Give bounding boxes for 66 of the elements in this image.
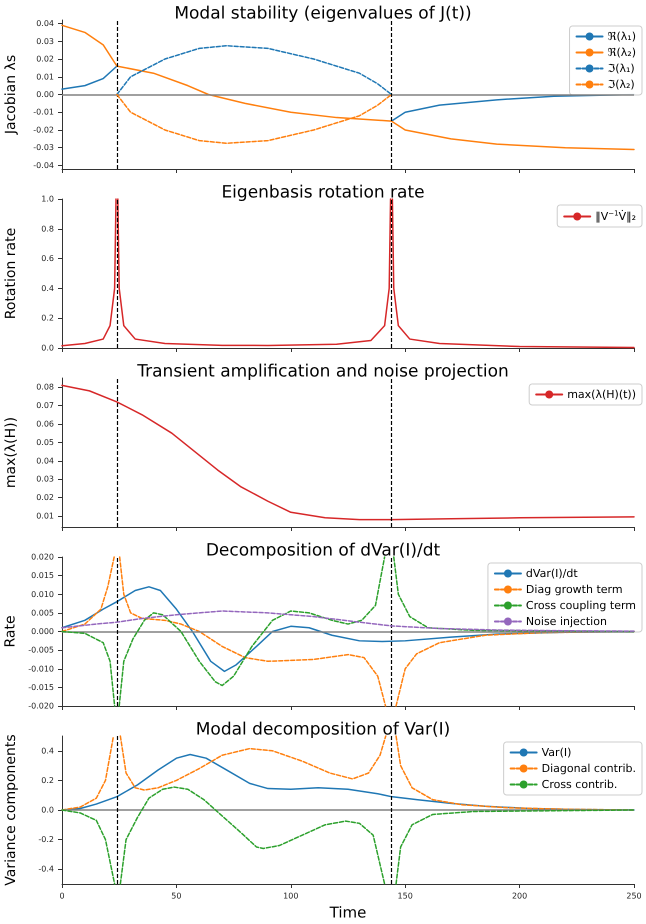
y-axis-title: Rotation rate bbox=[3, 228, 19, 320]
legend-label: max(λ(H)(t)) bbox=[567, 388, 636, 401]
x-tick-label: 250 bbox=[626, 892, 642, 900]
legend-label: ℜ(λ₂) bbox=[608, 46, 636, 59]
x-axis-title: Time bbox=[328, 903, 366, 922]
y-tick-label: -0.020 bbox=[28, 702, 54, 710]
chart-title: Decomposition of dVar(I)/dt bbox=[206, 540, 441, 560]
y-axis-title: max(λ(H)) bbox=[3, 416, 19, 488]
y-tick-label: 0.8 bbox=[41, 224, 54, 234]
x-tick-label: 200 bbox=[512, 892, 528, 900]
y-tick-label: 0.02 bbox=[36, 493, 54, 502]
legend-label: Diag growth term bbox=[526, 583, 623, 596]
y-tick-label: 1.0 bbox=[41, 194, 54, 204]
x-tick-label: 100 bbox=[283, 892, 298, 900]
y-tick-label: -0.4 bbox=[38, 864, 54, 874]
y-tick-label: 0.01 bbox=[36, 72, 54, 82]
legend-label: Cross coupling term bbox=[526, 599, 636, 612]
y-axis-title: Rate bbox=[2, 615, 18, 648]
y-tick-label: 0.00 bbox=[36, 90, 54, 99]
y-tick-label: 0.06 bbox=[36, 419, 54, 428]
y-tick-label: -0.01 bbox=[33, 108, 54, 117]
chart-title: Modal decomposition of Var(I) bbox=[196, 720, 450, 740]
y-tick-label: 0.0 bbox=[41, 344, 54, 352]
chart-title: Transient amplification and noise projection bbox=[136, 362, 509, 382]
y-tick-label: 0.2 bbox=[41, 776, 54, 785]
y-tick-label: 0.04 bbox=[36, 19, 54, 28]
y-tick-label: 0.6 bbox=[41, 254, 54, 264]
y-tick-label: 0.08 bbox=[36, 382, 54, 392]
y-tick-label: 0.04 bbox=[36, 456, 54, 466]
y-tick-label: 0.02 bbox=[36, 54, 54, 64]
y-tick-label: -0.03 bbox=[33, 143, 54, 152]
x-tick-label: 150 bbox=[398, 892, 413, 900]
y-tick-label: -0.2 bbox=[38, 835, 54, 844]
y-tick-label: -0.015 bbox=[28, 682, 54, 692]
legend-label: ℜ(λ₁) bbox=[608, 30, 636, 43]
y-tick-label: 0.015 bbox=[31, 571, 54, 580]
legend-label: dVar(I)/dt bbox=[526, 567, 578, 580]
y-axis-title: Variance components bbox=[3, 734, 19, 886]
x-tick-label: 0 bbox=[59, 892, 65, 900]
y-tick-label: 0.005 bbox=[31, 608, 54, 618]
y-tick-label: 0.010 bbox=[31, 590, 54, 599]
y-tick-label: -0.04 bbox=[33, 160, 54, 170]
legend-label: Diagonal contrib. bbox=[542, 762, 636, 775]
legend-label: ℑ(λ₂) bbox=[608, 78, 635, 91]
chart-title: Eigenbasis rotation rate bbox=[221, 182, 425, 202]
chart-title: Modal stability (eigenvalues of J(t)) bbox=[174, 4, 472, 24]
y-tick-label: 0.4 bbox=[41, 746, 54, 756]
y-tick-label: 0.01 bbox=[36, 511, 54, 520]
y-tick-label: -0.010 bbox=[28, 664, 54, 674]
y-tick-label: 0.03 bbox=[36, 36, 54, 46]
y-tick-label: 0.020 bbox=[31, 552, 54, 562]
y-tick-label: 0.2 bbox=[41, 314, 54, 323]
legend-label: Cross contrib. bbox=[542, 778, 618, 791]
y-axis-title: Jacobian λs bbox=[3, 54, 19, 136]
y-tick-label: 0.05 bbox=[36, 438, 54, 447]
legend-label: ℑ(λ₁) bbox=[608, 62, 635, 75]
y-tick-label: 0.0 bbox=[41, 806, 54, 814]
y-tick-label: 0.03 bbox=[36, 474, 54, 484]
legend-label: Noise injection bbox=[526, 615, 607, 628]
y-tick-label: 0.4 bbox=[41, 284, 54, 293]
y-tick-label: -0.02 bbox=[33, 125, 54, 134]
y-tick-label: -0.005 bbox=[28, 646, 54, 655]
legend-label: Var(I) bbox=[542, 746, 572, 759]
y-tick-label: 0.000 bbox=[31, 627, 54, 636]
y-tick-label: 0.07 bbox=[36, 401, 54, 410]
x-tick-label: 50 bbox=[171, 892, 182, 900]
